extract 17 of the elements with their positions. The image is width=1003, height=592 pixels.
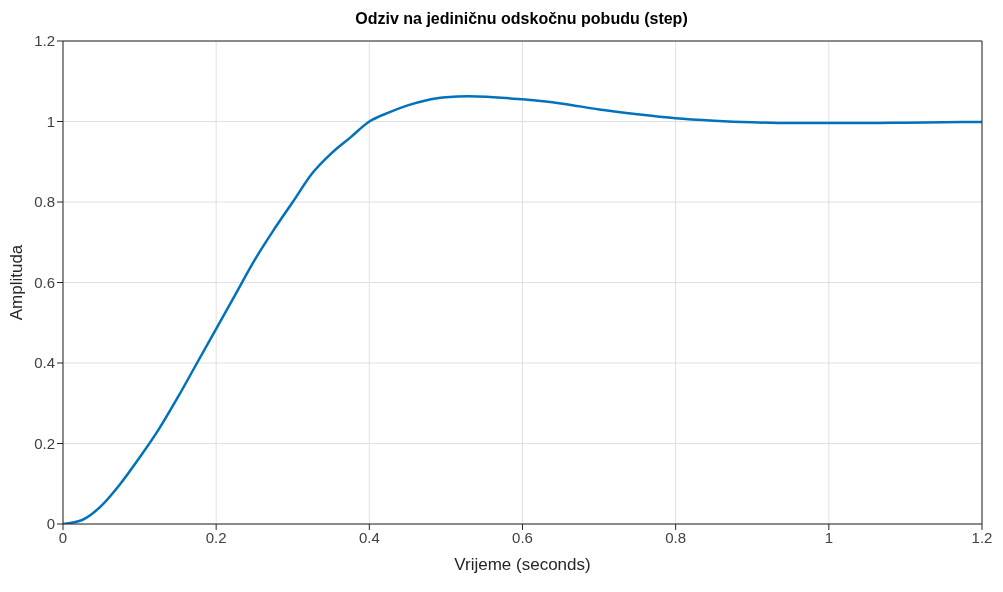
y-tick-label: 0.2 bbox=[34, 434, 55, 452]
y-tick-label: 0.6 bbox=[34, 273, 55, 291]
x-tick-label: 1 bbox=[824, 528, 834, 546]
y-tick-label: 1.2 bbox=[34, 32, 55, 50]
y-tick-label: 0 bbox=[46, 515, 55, 533]
y-tick-label: 1 bbox=[46, 112, 55, 130]
x-tick-label: 1.2 bbox=[971, 528, 993, 546]
x-tick-label: 0.8 bbox=[665, 528, 687, 546]
y-axis-title: Amplituda bbox=[7, 244, 27, 321]
y-tick-label: 0.4 bbox=[34, 354, 55, 372]
x-tick-label: 0 bbox=[58, 528, 68, 546]
y-tick-label: 0.8 bbox=[34, 193, 55, 211]
chart-title: Odziv na jediničnu odskočnu pobudu (step) bbox=[354, 9, 689, 29]
x-tick-label: 0.6 bbox=[512, 528, 533, 546]
x-tick-label: 0.2 bbox=[205, 528, 227, 546]
x-axis-title: Vrijeme (seconds) bbox=[454, 555, 591, 574]
x-tick-label: 0.4 bbox=[358, 528, 380, 546]
